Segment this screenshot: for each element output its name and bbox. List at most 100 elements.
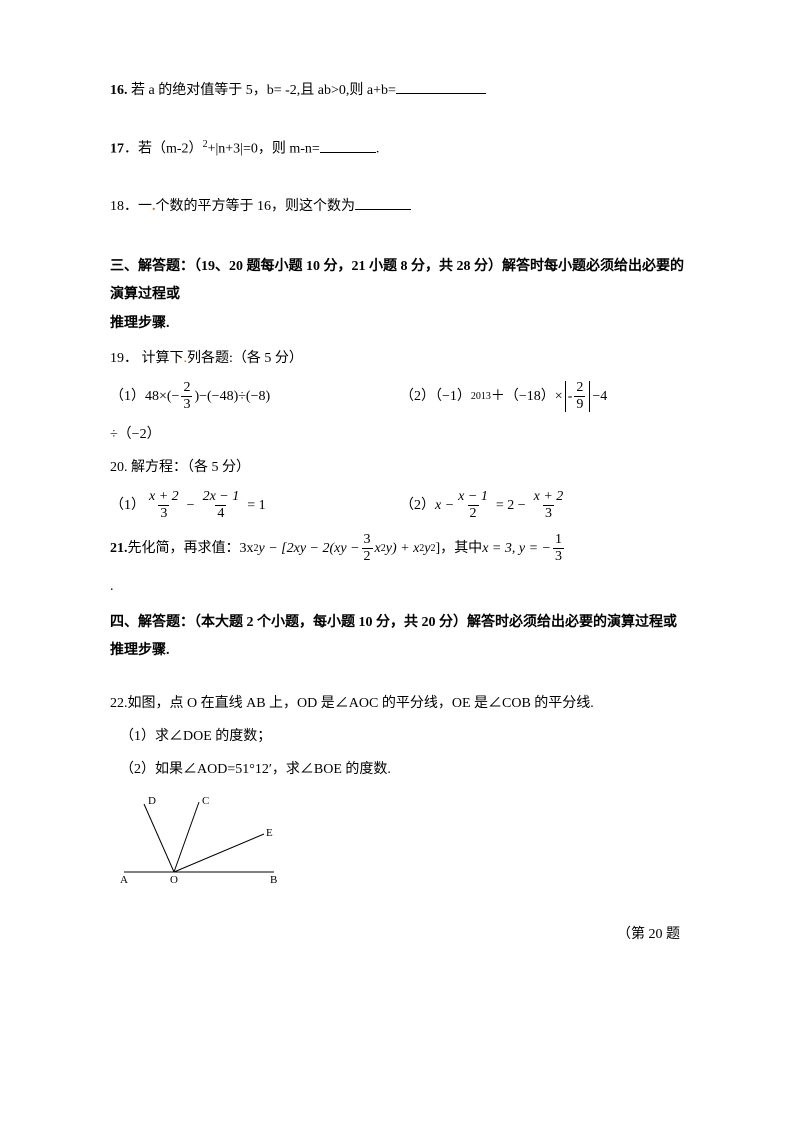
label-O: O (170, 874, 178, 886)
question-21: 21. 先化简，再求值： 3x2y − [2xy − 2(xy − 3 2 x2… (110, 533, 690, 564)
q19-p1-label: （1） (110, 386, 145, 407)
angle-diagram: A O B D C E (114, 792, 690, 894)
q19-p2-tail: −4 (592, 386, 607, 407)
num: x + 2 (147, 490, 181, 505)
q20-row: （1） x + 2 3 − 2x − 1 4 = 1 （2） x − x − 1… (110, 490, 690, 521)
diagram-svg: A O B D C E (114, 792, 284, 887)
q22-p2: （2）如果∠AOD=51°12′，求∠BOE 的度数. (120, 759, 690, 780)
v: )−(−48)÷(−8) (194, 386, 270, 407)
q21-expr: 3x2y − [2xy − 2(xy − 3 2 x2y) + x2y2 ]， (240, 533, 455, 564)
q17-blank[interactable] (320, 139, 376, 153)
q20-p1: （1） x + 2 3 − 2x − 1 4 = 1 (110, 490, 400, 521)
q19-p2-line2: ÷（−2） (110, 424, 690, 445)
v: ]， (436, 538, 455, 559)
num: 2x − 1 (201, 490, 242, 505)
q22-p1: （1）求∠DOE 的度数； (120, 726, 690, 747)
fraction: 2 9 (574, 381, 585, 412)
label-A: A (120, 874, 128, 886)
question-19: 19． 计算下.列各题:（各 5 分） (110, 348, 690, 369)
q19-row: （1） 48 ×(− 2 3 )−(−48)÷(−8) （2）（−1）2013＋… (110, 381, 690, 412)
q21-dot: . (110, 576, 690, 597)
section-3-heading: 三、解答题：（19、20 题每小题 10 分，21 小题 8 分，共 28 分）… (110, 253, 690, 334)
den: 2 (468, 505, 479, 521)
section-4-heading: 四、解答题：（本大题 2 个小题，每小题 10 分，共 20 分）解答时必须给出… (110, 609, 690, 665)
q16-blank[interactable] (396, 80, 486, 94)
num: 1 (553, 533, 564, 548)
op: − (187, 495, 195, 516)
q21-where: 其中 (454, 538, 482, 559)
q19-p2-label: （2）（−1） (400, 386, 471, 407)
abs-bar (565, 381, 566, 412)
neg: - (568, 386, 573, 407)
q16-num: 16. (110, 83, 128, 98)
den: 3 (553, 548, 564, 564)
q19-p2-mid: ＋（−18）× (491, 386, 563, 407)
q22-num: 22. (110, 696, 128, 711)
q21-xy: x = 3, y = − 1 3 (482, 533, 566, 564)
q19-p1-expr: 48 ×(− 2 3 )−(−48)÷(−8) (145, 381, 270, 412)
q17-text-b: +|n+3|=0，则 m-n= (208, 142, 320, 157)
q18-blank[interactable] (355, 196, 411, 210)
q20-p2-label: （2） (400, 495, 435, 516)
sec3-b: 推理步骤. (110, 313, 690, 334)
q19-text: 计算下 (138, 351, 184, 366)
q18-num: 18．一 (110, 199, 152, 214)
question-22: 22.如图，点 O 在直线 AB 上，OD 是∠AOC 的平分线，OE 是∠CO… (110, 693, 690, 714)
v: x = 3, y = − (482, 538, 551, 559)
num: x + 2 (532, 490, 566, 505)
label-B: B (270, 874, 277, 886)
q17-text-a: ．若（m-2） (124, 142, 203, 157)
num: 3 (362, 533, 373, 548)
q19-p2-sub: 2013 (471, 389, 491, 404)
num: 2 (181, 381, 192, 396)
question-18: 18．一.个数的平方等于 16，则这个数为 (110, 196, 690, 217)
q19-num: 19． (110, 351, 138, 366)
label-E: E (266, 827, 273, 839)
den: 3 (543, 505, 554, 521)
q22-text: 如图，点 O 在直线 AB 上，OD 是∠AOC 的平分线，OE 是∠COB 的… (128, 696, 594, 711)
q19-p1: （1） 48 ×(− 2 3 )−(−48)÷(−8) (110, 381, 400, 412)
q18-text: 个数的平方等于 16，则这个数为 (156, 199, 356, 214)
v: ×(− (159, 386, 179, 407)
v: y − [2xy − 2(xy − (259, 538, 360, 559)
q20-p2: （2） x − x − 1 2 = 2 − x + 2 3 (400, 490, 690, 521)
q19-p2: （2）（−1）2013＋（−18）× - 2 9 −4 (400, 381, 690, 412)
q17-num: 17 (110, 142, 124, 157)
fraction: 2x − 1 4 (201, 490, 242, 521)
abs-value: - 2 9 (563, 381, 593, 412)
v: 48 (145, 386, 159, 407)
sec3-a: 三、解答题：（19、20 题每小题 10 分，21 小题 8 分，共 28 分）… (110, 253, 690, 309)
den: 3 (158, 505, 169, 521)
abs-bar (589, 381, 590, 412)
den: 3 (181, 396, 192, 412)
q19-text2: 列各题:（各 5 分） (187, 351, 303, 366)
fraction: 3 2 (362, 533, 373, 564)
q21-num: 21. (110, 538, 128, 559)
question-16: 16. 若 a 的绝对值等于 5，b= -2,且 ab>0,则 a+b= (110, 80, 690, 101)
fraction: 1 3 (553, 533, 564, 564)
q20-text: 解方程：（各 5 分） (131, 460, 250, 475)
question-20: 20. 解方程：（各 5 分） (110, 457, 690, 478)
q20-num: 20. (110, 460, 131, 475)
den: 9 (574, 396, 585, 412)
fraction: 2 3 (181, 381, 192, 412)
eq: = 1 (247, 495, 265, 516)
fraction: x − 1 2 (456, 490, 490, 521)
den: 4 (215, 505, 226, 521)
q17-text-c: . (376, 142, 380, 157)
q20-p1-label: （1） (110, 495, 145, 516)
v: x − (435, 495, 454, 516)
v: = 2 − (496, 495, 526, 516)
q16-text: 若 a 的绝对值等于 5，b= -2,且 ab>0,则 a+b= (128, 83, 396, 98)
label-C: C (202, 795, 209, 807)
q20-p1-expr: x + 2 3 − 2x − 1 4 = 1 (145, 490, 266, 521)
question-17: 17．若（m-2）2+|n+3|=0，则 m-n=. (110, 137, 690, 160)
q21-text: 先化简，再求值： (128, 538, 240, 559)
fraction: x + 2 3 (147, 490, 181, 521)
v: y) + x (386, 538, 420, 559)
figure-caption: （第 20 题 (110, 924, 690, 945)
num: x − 1 (456, 490, 490, 505)
v: 3x (240, 538, 254, 559)
num: 2 (574, 381, 585, 396)
den: 2 (362, 548, 373, 564)
